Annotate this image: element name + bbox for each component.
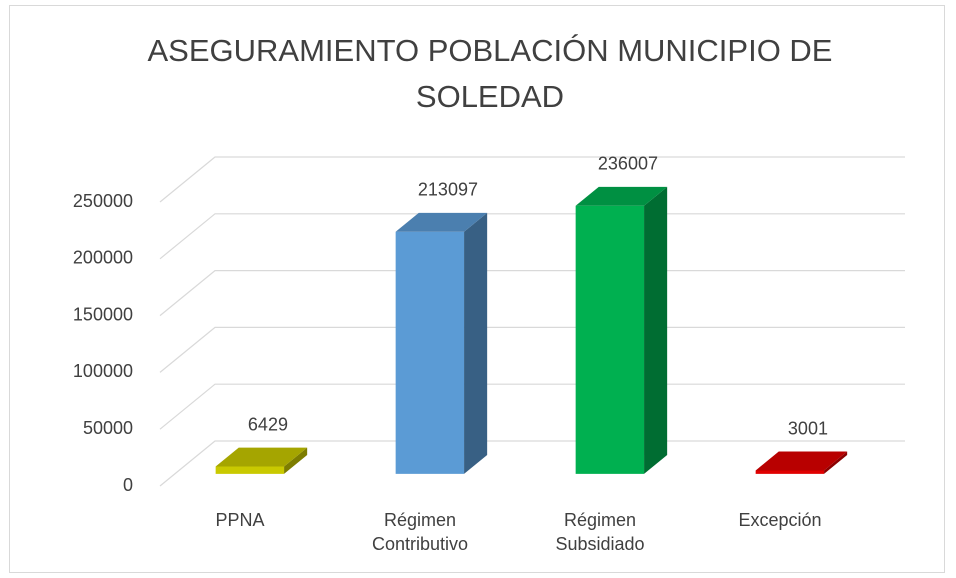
y-tick-label: 200000 (73, 248, 133, 268)
bar-front (575, 205, 645, 474)
x-tick-label: Régimen Subsidiado (555, 510, 645, 554)
x-tick-label: Régimen Contributivo (371, 510, 469, 554)
bar-top (755, 451, 848, 471)
grid-line (159, 156, 905, 203)
value-label: 236007 (598, 154, 658, 174)
bar-top (215, 447, 308, 467)
chart-border (9, 5, 945, 573)
x-tick-label: PPNA (215, 510, 265, 530)
chart-title: ASEGURAMIENTO POBLACIÓN MUNICIPIO DE SOL… (147, 33, 833, 114)
grid-line (159, 213, 905, 260)
value-label: 6429 (248, 414, 288, 434)
bar-front (215, 466, 285, 474)
bar-side (824, 451, 848, 474)
y-tick-label: 0 (123, 475, 133, 495)
value-label: 3001 (788, 418, 828, 438)
x-tick-label: Excepción (738, 510, 822, 530)
y-tick-label: 100000 (73, 361, 133, 381)
bar-front (395, 231, 465, 474)
value-label: 213097 (418, 180, 478, 200)
bar-side (644, 186, 668, 474)
grid-line (159, 326, 905, 373)
y-tick-label: 150000 (73, 304, 133, 324)
y-tick-label: 250000 (73, 191, 133, 211)
y-tick-label: 50000 (83, 418, 133, 438)
bar-top (575, 186, 668, 206)
bar-side (284, 447, 308, 474)
bar-front (755, 470, 825, 474)
bar-top (395, 212, 488, 232)
grid-line (159, 270, 905, 317)
grid-line (159, 383, 905, 430)
bar-side (464, 212, 488, 474)
grid-line (159, 440, 905, 487)
